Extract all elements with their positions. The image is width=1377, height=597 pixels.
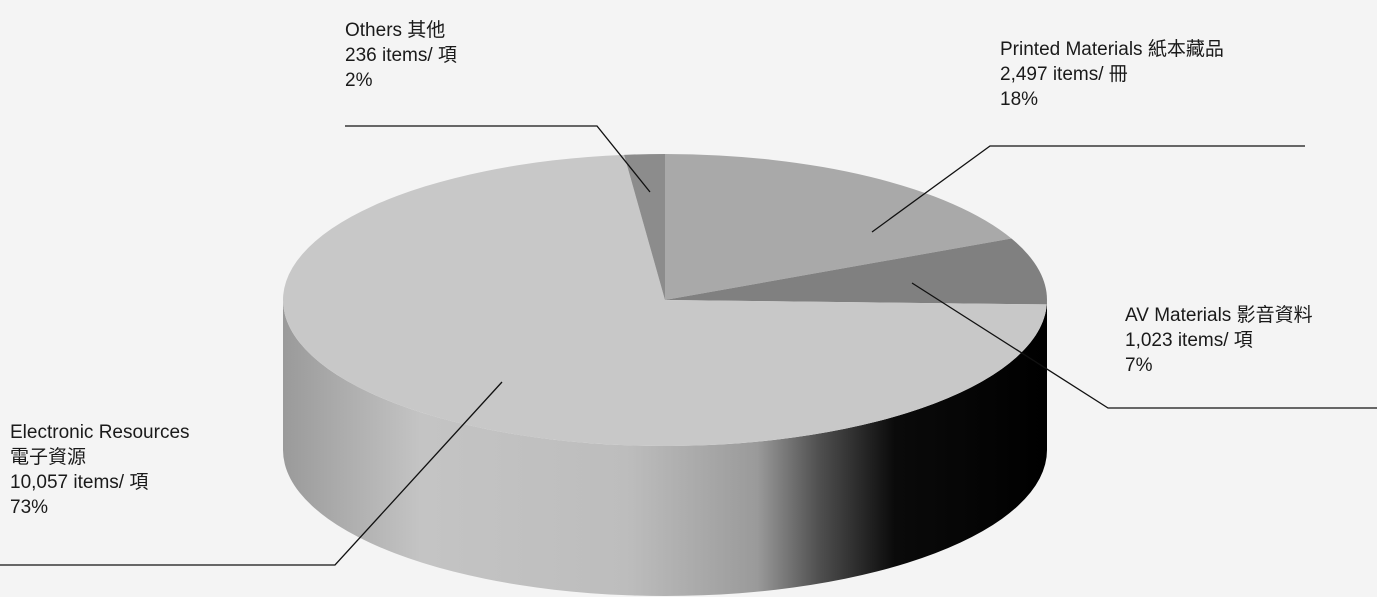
pie-slice-av-materials <box>665 238 1048 305</box>
label-printed-materials: Printed Materials 紙本藏品 2,497 items/ 冊 18… <box>1000 37 1224 112</box>
leader-line-electronic <box>0 381 503 566</box>
label-electronic-resources: Electronic Resources 電子資源 10,057 items/ … <box>10 420 190 520</box>
label-others: Others 其他 236 items/ 項 2% <box>345 18 457 93</box>
slice-count: 2,497 items/ 冊 <box>1000 64 1128 85</box>
slice-count: 236 items/ 項 <box>345 45 457 66</box>
pie-side-face <box>283 300 1047 596</box>
pie-slice-others <box>624 154 665 300</box>
label-av-materials: AV Materials 影音資料 1,023 items/ 項 7% <box>1125 303 1313 378</box>
slice-percent: 2% <box>345 70 373 91</box>
leader-line-av <box>911 282 1377 409</box>
slice-name: Others 其他 <box>345 20 446 41</box>
slice-count: 10,057 items/ 項 <box>10 472 149 493</box>
slice-name-line1: Electronic Resources <box>10 422 190 443</box>
leader-lines <box>0 125 1377 566</box>
pie-slice-printed-materials <box>665 154 1012 300</box>
slice-name: AV Materials 影音資料 <box>1125 305 1313 326</box>
slice-name: Printed Materials 紙本藏品 <box>1000 39 1224 60</box>
leader-line-printed <box>871 145 1305 233</box>
slice-percent: 7% <box>1125 355 1153 376</box>
pie-side-wall <box>283 300 1047 596</box>
slice-percent: 73% <box>10 497 49 518</box>
slice-count: 1,023 items/ 項 <box>1125 330 1253 351</box>
leader-line-others <box>345 125 651 193</box>
pie-slice-electronic-resources <box>283 154 1047 446</box>
slice-percent: 18% <box>1000 89 1039 110</box>
slice-name-line2: 電子資源 <box>10 447 87 468</box>
